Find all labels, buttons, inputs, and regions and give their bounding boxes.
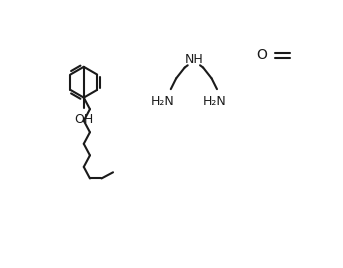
Text: NH: NH bbox=[185, 53, 203, 66]
Text: H₂N: H₂N bbox=[151, 95, 175, 108]
Text: H₂N: H₂N bbox=[203, 95, 226, 108]
Text: OH: OH bbox=[74, 113, 93, 126]
Text: O: O bbox=[256, 48, 267, 62]
